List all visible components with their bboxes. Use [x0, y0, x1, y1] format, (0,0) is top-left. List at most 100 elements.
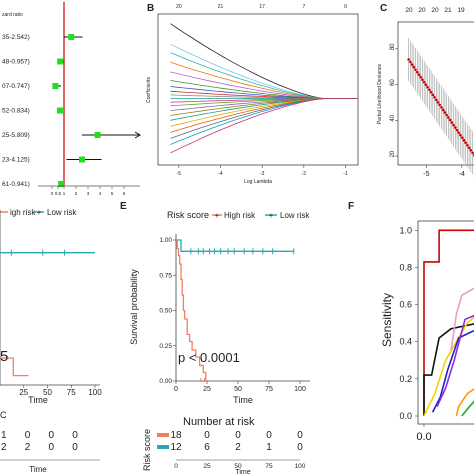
km-e-risk-x-tick-label: 25: [203, 463, 211, 470]
cv-point: [443, 111, 447, 114]
cv-x-tick-label: -4: [459, 171, 465, 178]
km-e-x-tick-label: 25: [203, 386, 211, 393]
forest-x-tick-label: 0.5: [55, 191, 62, 196]
cv-point: [440, 106, 443, 109]
cv-point: [414, 68, 417, 71]
cv-point: [409, 60, 412, 64]
legend-censor-mark: +: [215, 211, 220, 220]
cv-top-tick-label: 19: [457, 7, 465, 14]
km-d-risk-cell: 0: [72, 442, 78, 453]
legend-censor-mark: +: [37, 208, 42, 217]
lasso-x-tick-label: -1: [343, 171, 348, 177]
roc-y-tick-label: 1.0: [399, 225, 412, 235]
roc-curve-3: [431, 329, 474, 413]
forest-row-ci-text: 52-0.834): [2, 108, 30, 115]
lasso-series-line-3: [170, 61, 358, 99]
km-d-pvalue: 5: [0, 348, 8, 365]
cv-y-label: Partial Likelihood Deviance: [377, 64, 383, 125]
cv-y-tick-label: 40: [390, 114, 396, 121]
cv-point: [424, 83, 428, 87]
cv-point: [467, 146, 471, 150]
cv-point: [417, 73, 421, 76]
cv-point: [448, 118, 452, 122]
km-e-risk-x-tick-label: 75: [265, 463, 273, 470]
km-d-risk-cell: 0: [25, 430, 31, 441]
lasso-x-tick-label: -5: [177, 171, 182, 177]
km-e-y-tick-label: 1.00: [159, 237, 172, 244]
legend-censor-mark: +: [269, 211, 274, 220]
risk-row-swatch: [157, 433, 169, 437]
roc-y-tick-label: 0.6: [399, 300, 412, 310]
risk-table-y-label: Risk score: [142, 429, 152, 471]
cv-point: [447, 116, 450, 119]
cv-point: [466, 143, 469, 147]
km-e-risk-cell: 1: [266, 442, 272, 453]
cv-point: [453, 126, 457, 129]
km-e-risk-cell: 6: [204, 442, 210, 453]
km-e-high-curve: [176, 239, 207, 381]
km-e-y-label: Survival probability: [129, 269, 139, 345]
panel-letter-e: E: [120, 201, 127, 212]
cv-plot-frame: [397, 21, 474, 166]
lasso-x-label: Log Lambda: [244, 179, 272, 185]
cv-point: [445, 113, 448, 117]
lasso-top-tick-label: 0: [344, 4, 347, 10]
forest-x-tick-label: 6: [123, 191, 126, 196]
cv-point: [450, 121, 454, 124]
km-e-risk-x-label: Time: [235, 469, 250, 474]
km-e-risk-x-tick-label: 50: [234, 463, 242, 470]
km-e-x-tick-label: 75: [265, 386, 273, 393]
panel-a-forest-plot: zard ratio 35-2.542)48-0.957)07-0.747)52…: [2, 2, 141, 196]
km-e-y-tick-label: 0.25: [159, 343, 172, 350]
forest-x-tick-label: 0: [51, 191, 54, 196]
lasso-x-tick-label: -3: [260, 171, 265, 177]
panel-f-roc: F 0.0 0.2 0.4 0.6 0.8 1.0 0.0 Sensitivity: [348, 201, 474, 443]
km-d-risk-x-label: Time: [29, 465, 47, 474]
forest-hr-point: [94, 132, 101, 138]
forest-hr-point: [57, 58, 64, 65]
lasso-series-line-18: [170, 98, 358, 145]
lasso-x-tick-label: -2: [302, 171, 307, 177]
lasso-series-line-19: [170, 98, 358, 154]
km-d-x-tick-label: 75: [67, 388, 76, 397]
cv-top-tick-label: 20: [431, 7, 439, 14]
cv-point: [441, 108, 445, 112]
panel-letter-f: F: [348, 201, 354, 212]
km-d-risk-cell: 0: [49, 430, 55, 441]
cv-point: [419, 75, 423, 79]
cv-point: [438, 103, 442, 107]
legend-label-high: igh risk: [10, 208, 36, 217]
km-e-risk-cell: 12: [170, 442, 182, 453]
km-d-risk-cell: 0: [72, 430, 78, 441]
lasso-y-label: Coefficients: [146, 76, 152, 103]
lasso-series-line-14: [170, 98, 358, 121]
forest-x-tick-label: 1: [63, 191, 66, 196]
cv-point: [469, 148, 473, 152]
forest-hr-point: [58, 181, 65, 187]
forest-hr-point: [79, 156, 85, 163]
cv-top-tick-label: 20: [418, 7, 426, 14]
km-e-y-tick-label: 0.50: [159, 308, 172, 315]
roc-curve-4: [436, 314, 474, 408]
cv-point: [407, 58, 410, 61]
cv-point: [433, 96, 436, 99]
forest-ci-arrow: [134, 131, 141, 139]
legend-label-low: Low risk: [47, 208, 77, 217]
panel-c-cv-deviance: C 20 20 20 21 19 20 40 60 80 -5 -4 Partial Likel…: [377, 3, 474, 178]
legend-title: Risk score: [167, 210, 209, 220]
cv-point: [452, 123, 455, 127]
panel-e-km: E Risk score + High risk + Low risk 0.00 0.25…: [120, 201, 310, 474]
km-d-risk-cell: 2: [1, 442, 7, 453]
panel-letter-b: B: [147, 3, 154, 14]
km-e-risk-x-tick-label: 0: [174, 463, 178, 470]
km-e-x-tick-label: 100: [294, 386, 306, 393]
km-d-x-tick-label: 50: [43, 388, 52, 397]
km-e-risk-cell: 0: [297, 430, 303, 441]
roc-curve-5: [455, 388, 474, 417]
lasso-series-line-1: [170, 43, 358, 99]
forest-row-ci-text: 25-5.809): [2, 132, 30, 139]
forest-row-ci-text: 48-0.957): [2, 59, 30, 66]
km-e-y-tick-label: 0.75: [159, 272, 172, 279]
panel-b-lasso-path: B 20 21 17 7 0 -5 -4 -3 -2 -1 Log Lambda Coeffic…: [146, 3, 359, 185]
